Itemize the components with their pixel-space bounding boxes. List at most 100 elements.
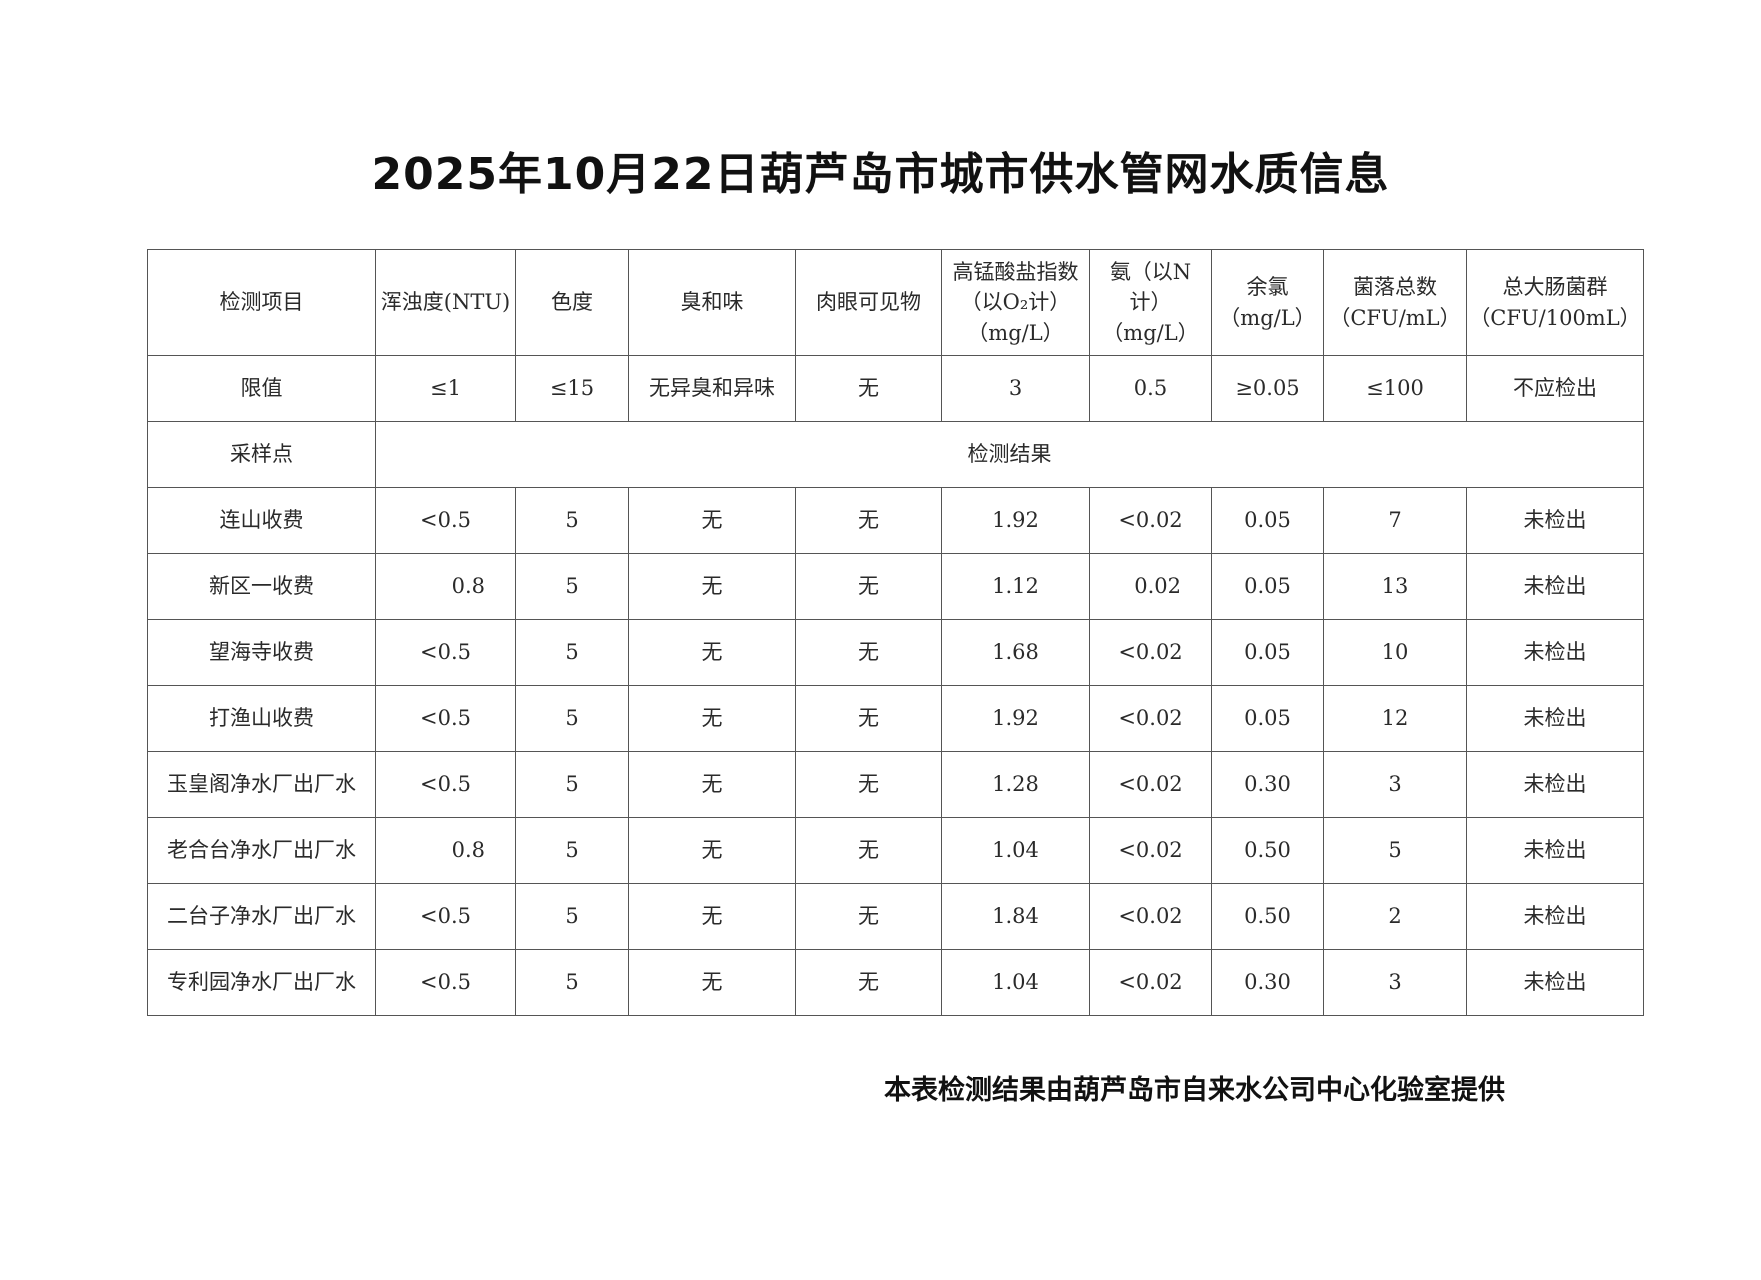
result-cell: 1.84 xyxy=(941,883,1090,950)
result-cell: 3 xyxy=(1323,751,1467,818)
limit-cell: ≥0.05 xyxy=(1211,355,1324,422)
result-cell: 无 xyxy=(628,487,796,554)
result-cell: 无 xyxy=(628,685,796,752)
table-row: 二台子净水厂出厂水 <0.5 5 无无 1.84 <0.02 0.50 2 未检出 xyxy=(147,883,1644,950)
result-cell: 5 xyxy=(515,751,629,818)
limits-row: 限值 ≤1 ≤15 无异臭和异味无 3 0.5 ≥0.05 ≤100 不应检出 xyxy=(147,355,1644,422)
result-cell: 无 xyxy=(795,949,942,1016)
result-cell: 1.12 xyxy=(941,553,1090,620)
limit-cell: 3 xyxy=(941,355,1090,422)
result-cell: 1.04 xyxy=(941,817,1090,884)
result-cell: <0.02 xyxy=(1089,619,1212,686)
result-cell: <0.02 xyxy=(1089,685,1212,752)
result-cell: 3 xyxy=(1323,949,1467,1016)
section-row: 采样点 检测结果 xyxy=(147,421,1644,488)
result-cell: <0.5 xyxy=(375,751,516,818)
result-cell: 0.50 xyxy=(1211,883,1324,950)
result-cell: 12 xyxy=(1323,685,1467,752)
limit-cell: 无异臭和异味 xyxy=(628,355,796,422)
result-cell: 10 xyxy=(1323,619,1467,686)
results-label: 检测结果 xyxy=(375,421,1644,488)
result-cell: 0.05 xyxy=(1211,487,1324,554)
table-row: 玉皇阁净水厂出厂水 <0.5 5 无无 1.28 <0.02 0.30 3 未检出 xyxy=(147,751,1644,818)
column-header: 高锰酸盐指数 （以O₂计） （mg/L） xyxy=(941,249,1090,356)
result-cell: 1.68 xyxy=(941,619,1090,686)
result-cell: 0.05 xyxy=(1211,619,1324,686)
site-name: 打渔山收费 xyxy=(147,685,376,752)
limit-cell: ≤100 xyxy=(1323,355,1467,422)
column-header: 肉眼可见物 xyxy=(795,249,942,356)
site-name: 新区一收费 xyxy=(147,553,376,620)
result-cell: 无 xyxy=(628,949,796,1016)
result-cell: <0.02 xyxy=(1089,883,1212,950)
column-header: 色度 xyxy=(515,249,629,356)
site-name: 望海寺收费 xyxy=(147,619,376,686)
table-row: 老合台净水厂出厂水 0.8 5 无无 1.04 <0.02 0.50 5 未检出 xyxy=(147,817,1644,884)
result-cell: 5 xyxy=(515,619,629,686)
result-cell: 5 xyxy=(515,949,629,1016)
result-cell: 13 xyxy=(1323,553,1467,620)
result-cell: <0.02 xyxy=(1089,949,1212,1016)
column-header: 总大肠菌群 （CFU/100mL） xyxy=(1466,249,1644,356)
result-cell: <0.5 xyxy=(375,487,516,554)
result-cell: 无 xyxy=(795,619,942,686)
limit-cell: 0.5 xyxy=(1089,355,1212,422)
site-name: 专利园净水厂出厂水 xyxy=(147,949,376,1016)
limit-cell: 不应检出 xyxy=(1466,355,1644,422)
row-label: 限值 xyxy=(147,355,376,422)
site-name: 连山收费 xyxy=(147,487,376,554)
result-cell: 1.92 xyxy=(941,685,1090,752)
result-cell: 0.05 xyxy=(1211,685,1324,752)
column-header: 检测项目 xyxy=(147,249,376,356)
result-cell: 无 xyxy=(628,553,796,620)
result-cell: 5 xyxy=(515,883,629,950)
column-header: 余氯 （mg/L） xyxy=(1211,249,1324,356)
column-header: 菌落总数 （CFU/mL） xyxy=(1323,249,1467,356)
column-header: 氨（以N计） （mg/L） xyxy=(1089,249,1212,356)
table-row: 专利园净水厂出厂水 <0.5 5 无无 1.04 <0.02 0.30 3 未检出 xyxy=(147,949,1644,1016)
site-name: 玉皇阁净水厂出厂水 xyxy=(147,751,376,818)
result-cell: 无 xyxy=(795,487,942,554)
result-cell: 1.28 xyxy=(941,751,1090,818)
limit-cell: ≤1 xyxy=(375,355,516,422)
table-row: 连山收费 <0.5 5 无无 1.92 <0.02 0.05 7 未检出 xyxy=(147,487,1644,554)
result-cell: 0.50 xyxy=(1211,817,1324,884)
result-cell: <0.5 xyxy=(375,619,516,686)
result-cell: 无 xyxy=(628,883,796,950)
column-header: 臭和味 xyxy=(628,249,796,356)
result-cell: 无 xyxy=(795,685,942,752)
column-header: 浑浊度(NTU) xyxy=(375,249,516,356)
table-row: 望海寺收费 <0.5 5 无无 1.68 <0.02 0.05 10 未检出 xyxy=(147,619,1644,686)
result-cell: <0.5 xyxy=(375,685,516,752)
result-cell: 0.05 xyxy=(1211,553,1324,620)
result-cell: 5 xyxy=(1323,817,1467,884)
result-cell: 0.30 xyxy=(1211,751,1324,818)
source-note: 本表检测结果由葫芦岛市自来水公司中心化验室提供 xyxy=(884,1075,1505,1106)
result-cell: 5 xyxy=(515,817,629,884)
result-cell: 5 xyxy=(515,553,629,620)
result-cell: 未检出 xyxy=(1466,751,1644,818)
result-cell: 未检出 xyxy=(1466,553,1644,620)
result-cell: <0.5 xyxy=(375,949,516,1016)
result-cell: 1.92 xyxy=(941,487,1090,554)
result-cell: 0.8 xyxy=(375,553,516,620)
table-row: 新区一收费 0.8 5 无无 1.12 0.02 0.05 13 未检出 xyxy=(147,553,1644,620)
result-cell: 2 xyxy=(1323,883,1467,950)
result-cell: <0.02 xyxy=(1089,487,1212,554)
header-row: 检测项目 浑浊度(NTU) 色度 臭和味 肉眼可见物 高锰酸盐指数 （以O₂计） （mg/… xyxy=(147,249,1644,356)
result-cell: 未检出 xyxy=(1466,949,1644,1016)
document-title: 2025年10月22日葫芦岛市城市供水管网水质信息 xyxy=(371,149,1390,200)
result-cell: 无 xyxy=(628,817,796,884)
result-cell: 5 xyxy=(515,487,629,554)
result-cell: 无 xyxy=(795,553,942,620)
sampling-point-label: 采样点 xyxy=(147,421,376,488)
water-quality-table: 检测项目 浑浊度(NTU) 色度 臭和味 肉眼可见物 高锰酸盐指数 （以O₂计） （mg/… xyxy=(147,249,1644,1016)
result-cell: 0.02 xyxy=(1089,553,1212,620)
result-cell: 无 xyxy=(795,751,942,818)
result-cell: 未检出 xyxy=(1466,685,1644,752)
result-cell: 无 xyxy=(628,751,796,818)
site-name: 老合台净水厂出厂水 xyxy=(147,817,376,884)
result-cell: 无 xyxy=(795,883,942,950)
result-cell: 5 xyxy=(515,685,629,752)
result-cell: 1.04 xyxy=(941,949,1090,1016)
